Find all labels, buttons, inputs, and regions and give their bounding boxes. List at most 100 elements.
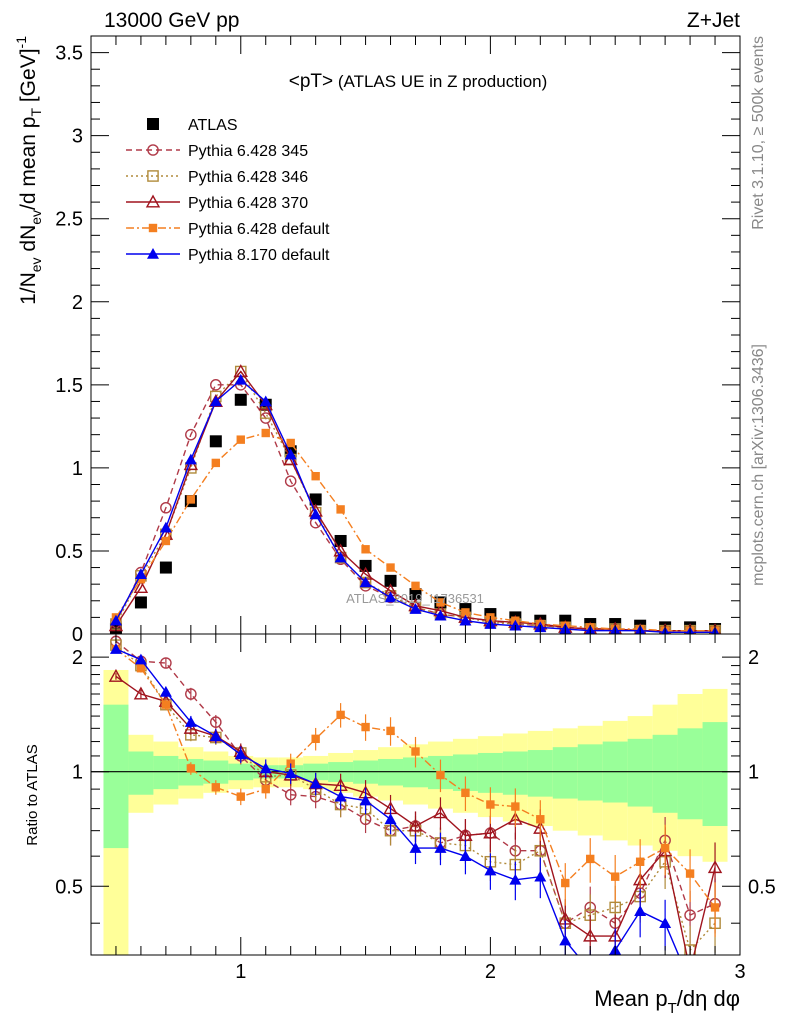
ratio-point [386, 726, 395, 736]
ratio-y-tick-label: 1 [72, 762, 83, 784]
ratio-point [583, 928, 598, 942]
legend-label: Pythia 6.428 346 [188, 169, 308, 186]
data-point [311, 471, 320, 481]
data-point [384, 574, 397, 587]
legend-marker [145, 194, 161, 208]
data-point [309, 493, 322, 506]
data-point [384, 591, 397, 603]
data-point [234, 373, 247, 385]
y-tick-label: 0 [72, 624, 83, 646]
ratio-point [259, 762, 272, 774]
data-point [409, 588, 422, 601]
ratio-point [134, 653, 147, 665]
ratio-point [133, 686, 149, 700]
ratio-point [586, 854, 595, 864]
ratio-point [660, 843, 670, 853]
band-bin [577, 744, 603, 801]
ratio-point [684, 965, 696, 976]
ratio-point [209, 730, 222, 741]
chart-title: <pT> (ATLAS UE in Z production) [289, 71, 548, 92]
data-point [184, 453, 197, 465]
data-point [409, 603, 422, 614]
band-bin [128, 751, 154, 795]
ratio-point [685, 869, 695, 878]
ratio-point [261, 784, 270, 794]
x-axis-label: Mean pT/dη dφ [594, 986, 740, 1017]
ratio-point [509, 873, 522, 885]
ratio-point [361, 722, 370, 732]
ratio-point [161, 700, 171, 709]
data-point [210, 379, 222, 391]
legend-entry-atlas: ATLAS [147, 117, 238, 134]
ratio-point [534, 870, 547, 882]
ratio-point [436, 770, 445, 780]
legend-label: Pythia 6.428 370 [188, 195, 308, 212]
band-bin [652, 734, 678, 813]
data-point [109, 614, 122, 626]
band-bin [477, 752, 503, 793]
ratio-y-tick-label: 2 [72, 647, 83, 669]
ratio-point [284, 788, 297, 801]
ratio-point [336, 710, 345, 720]
band-bin [153, 755, 179, 790]
data-point [211, 458, 221, 468]
ratio-point [384, 813, 397, 825]
ratio-point [411, 747, 420, 756]
ratio-point [483, 825, 498, 839]
legend-marker [147, 170, 159, 182]
x-tick-label: 2 [485, 961, 496, 983]
band-bin [502, 751, 528, 795]
ratio-point [183, 720, 199, 734]
data-point [261, 428, 270, 438]
ratio-y-tick-label: 0.5 [55, 876, 83, 898]
y-tick-label: 2 [72, 292, 83, 314]
ratio-point [359, 794, 372, 806]
legend-label: Pythia 6.428 345 [188, 143, 308, 160]
ratio-point [409, 842, 422, 853]
main-panel: 0 0.5 1 1.5 2 2.5 3 3.5 <pT> (ATLAS UE in Z prod… [13, 35, 741, 646]
y-axis-label: 1/Nev dNev/d mean pT [GeV]-1 [13, 36, 44, 305]
data-point [386, 563, 395, 572]
ratio-y-axis-label: Ratio to ATLAS [24, 744, 41, 845]
y-tick-label: 1 [72, 458, 83, 480]
ratio-point [707, 860, 723, 874]
ratio-point [160, 657, 172, 669]
side-rivet-label: Rivet 3.1.10, ≥ 500k events [750, 36, 767, 230]
ratio-point [561, 878, 570, 888]
legend-marker [148, 223, 158, 233]
band-bin [527, 750, 553, 797]
header-right: Z+Jet [687, 9, 740, 32]
band-bin [552, 747, 578, 799]
ratio-point [334, 790, 347, 802]
data-point [234, 393, 247, 406]
ratio-y-tick-label-right: 2 [748, 647, 759, 669]
ratio-point [461, 788, 470, 798]
data-point [134, 596, 147, 609]
legend-entry-pythia-6-428-370: Pythia 6.428 370 [126, 194, 308, 212]
data-point [336, 505, 345, 514]
ratio-point [184, 716, 197, 727]
band-bin [677, 728, 703, 820]
ratio-point [659, 917, 672, 928]
data-point [159, 561, 172, 574]
ratio-point [108, 668, 124, 682]
ratio-point [109, 643, 122, 654]
ratio-point [536, 815, 545, 824]
y-tick-label: 2.5 [55, 209, 83, 231]
band-bin [702, 722, 728, 827]
data-point [436, 598, 445, 607]
data-point [160, 501, 172, 514]
ratio-point [185, 688, 197, 700]
data-point [284, 448, 297, 460]
data-point [209, 435, 222, 448]
ratio-panel: 0.5 0.5 1 1 2 2 1 2 3 Ratio to ATLAS Mean pT/dη dφ [24, 633, 776, 1017]
ratio-y-tick-label-right: 1 [748, 762, 759, 784]
x-tick-label: 1 [235, 961, 246, 983]
y-tick-label: 1.5 [55, 375, 83, 397]
ratio-point [459, 850, 472, 861]
legend-entry-pythia-8-170-default: Pythia 8.170 default [126, 247, 330, 264]
data-point [334, 551, 347, 563]
data-point [309, 508, 322, 520]
legend-marker [147, 248, 159, 259]
